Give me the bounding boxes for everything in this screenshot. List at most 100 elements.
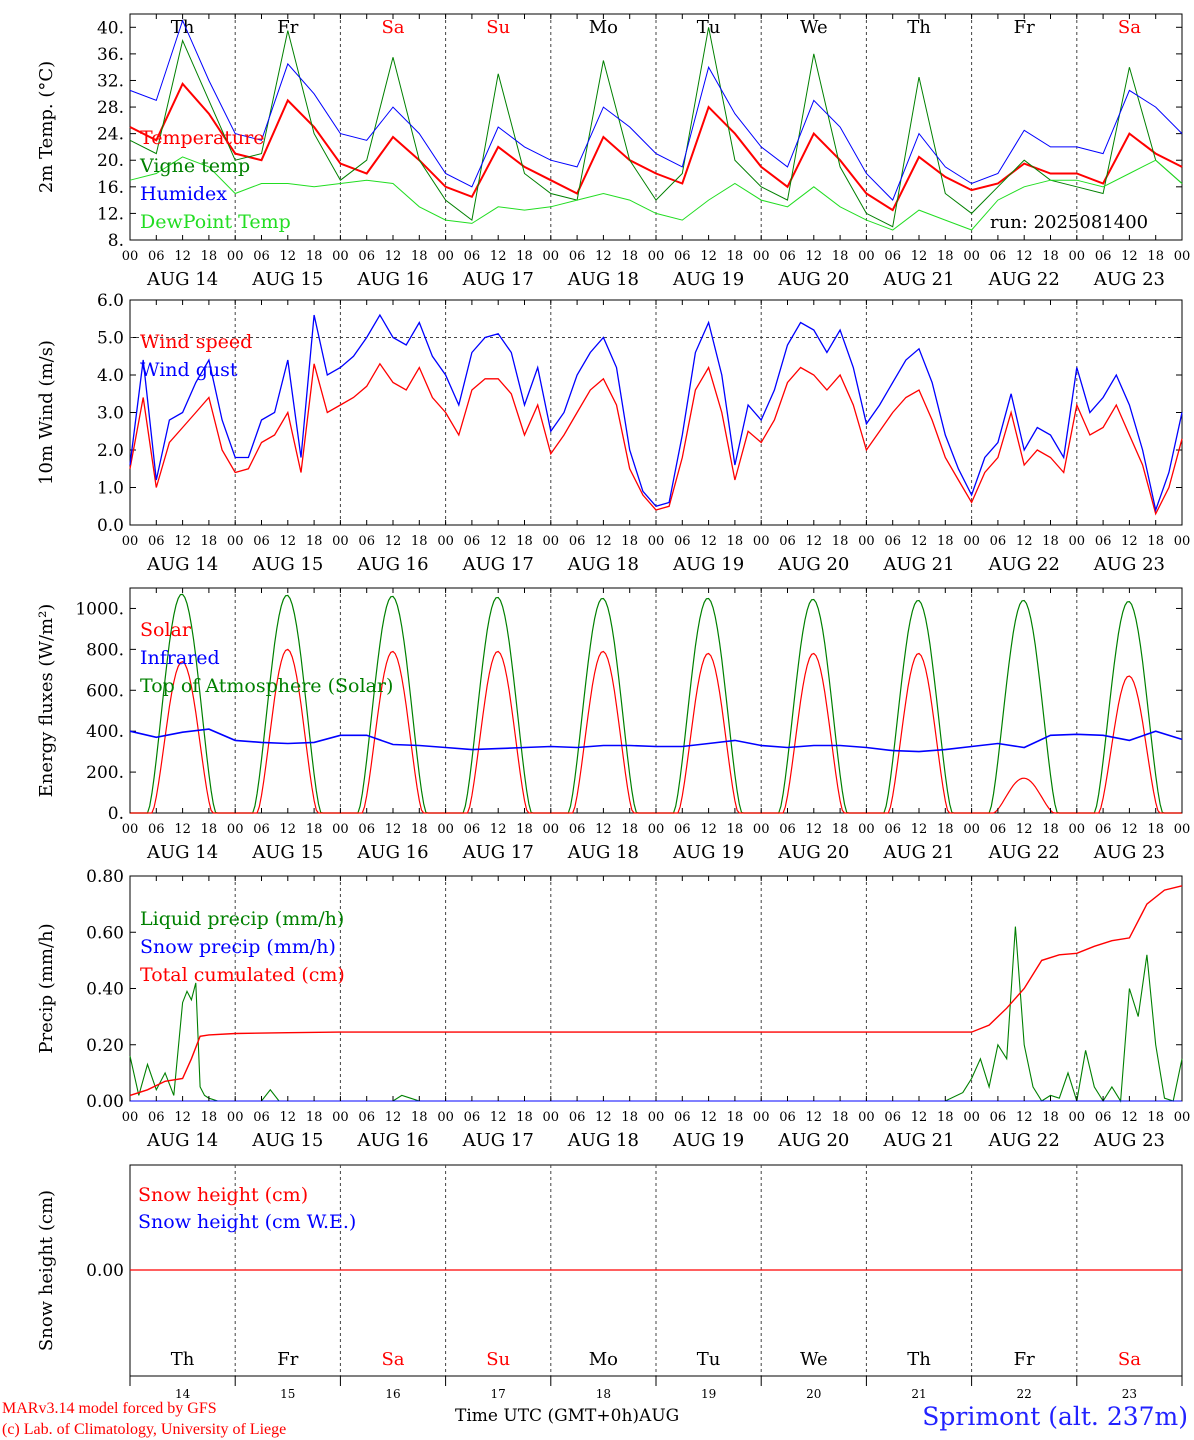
hour-tick-label: 00	[332, 534, 349, 549]
hour-tick-label: 18	[937, 822, 954, 837]
hour-tick-label: 18	[516, 249, 533, 264]
hour-tick-label: 00	[753, 534, 770, 549]
hour-tick-label: 00	[122, 822, 139, 837]
y-tick-label: 12.	[97, 204, 124, 224]
hour-tick-label: 12	[280, 1110, 297, 1125]
hour-tick-label: 12	[806, 534, 823, 549]
y-tick-label: 5.0	[97, 329, 124, 349]
date-label: AUG 20	[777, 554, 849, 575]
legend-temperature: Temperature	[140, 127, 264, 149]
hour-tick-label: 00	[648, 1110, 665, 1125]
hour-tick-label: 00	[1069, 1110, 1086, 1125]
hour-tick-label: 00	[332, 1110, 349, 1125]
hour-tick-label: 18	[306, 1110, 323, 1125]
date-label: AUG 17	[462, 269, 534, 290]
hour-tick-label: 18	[1042, 822, 1059, 837]
hour-tick-label: 06	[464, 822, 481, 837]
date-label: AUG 15	[251, 269, 323, 290]
date-label: AUG 19	[672, 269, 744, 290]
hour-tick-label: 18	[306, 534, 323, 549]
date-label: AUG 17	[462, 554, 534, 575]
y-axis-label: 10m Wind (m/s)	[36, 340, 57, 485]
hour-tick-label: 00	[122, 249, 139, 264]
y-tick-label: 0.40	[86, 980, 124, 1000]
hour-tick-label: 00	[858, 534, 875, 549]
day-number-label: 14	[175, 1387, 191, 1401]
station-title: Sprimont (alt. 237m)	[922, 1402, 1188, 1431]
hour-tick-label: 00	[122, 1110, 139, 1125]
hour-tick-label: 18	[201, 249, 218, 264]
day-number-label: 16	[385, 1387, 400, 1401]
hour-tick-label: 00	[963, 534, 980, 549]
hour-tick-label: 12	[595, 1110, 612, 1125]
hour-tick-label: 00	[858, 822, 875, 837]
hour-tick-label: 06	[1095, 534, 1112, 549]
y-tick-label: 2.0	[97, 441, 124, 461]
y-tick-label: 20.	[97, 151, 124, 171]
date-label: AUG 23	[1093, 842, 1165, 863]
hour-tick-label: 12	[280, 822, 297, 837]
hour-tick-label: 06	[358, 822, 375, 837]
hour-tick-label: 18	[411, 822, 428, 837]
series-humidex	[129, 19, 1183, 201]
date-label: AUG 14	[146, 554, 218, 575]
y-tick-label: 600.	[86, 681, 124, 701]
date-label: AUG 20	[777, 269, 849, 290]
day-number-label: 20	[806, 1387, 821, 1401]
hour-tick-label: 12	[1016, 822, 1033, 837]
weekday-label: Sa	[1118, 1349, 1141, 1370]
hour-tick-label: 06	[884, 822, 901, 837]
hour-tick-label: 18	[411, 249, 428, 264]
hour-tick-label: 12	[911, 822, 928, 837]
hour-tick-label: 06	[884, 1110, 901, 1125]
hour-tick-label: 18	[832, 1110, 849, 1125]
hour-tick-label: 06	[884, 249, 901, 264]
hour-tick-label: 18	[1147, 1110, 1164, 1125]
hour-tick-label: 18	[1042, 1110, 1059, 1125]
hour-tick-label: 18	[306, 249, 323, 264]
hour-tick-label: 18	[201, 1110, 218, 1125]
hour-tick-label: 12	[595, 534, 612, 549]
y-tick-label: 400.	[86, 722, 124, 742]
panel-2: 0.0 1.0 2.0 3.0 4.0 5.0 6.0 10m Wind (m/s) Wind …	[36, 291, 1190, 575]
hour-tick-label: 00	[437, 822, 454, 837]
day-number-label: 18	[596, 1387, 611, 1401]
hour-tick-label: 00	[963, 249, 980, 264]
y-tick-label: 28.	[97, 98, 124, 118]
y-tick-label: 0.80	[86, 867, 124, 887]
hour-tick-label: 00	[332, 249, 349, 264]
lab-credit-line: (c) Lab. of Climatology, University of L…	[2, 1421, 287, 1438]
weekday-label: Th	[907, 17, 931, 38]
date-label: AUG 19	[672, 842, 744, 863]
hour-tick-label: 12	[806, 249, 823, 264]
hour-tick-label: 12	[490, 822, 507, 837]
weekday-label: We	[800, 1349, 828, 1370]
model-credit-line: MARv3.14 model forced by GFS	[2, 1400, 217, 1417]
hour-tick-label: 06	[464, 534, 481, 549]
hour-tick-label: 18	[621, 249, 638, 264]
date-label: AUG 21	[882, 842, 954, 863]
series-dewpoint-temp	[129, 156, 1183, 231]
hour-tick-label: 12	[490, 534, 507, 549]
date-label: AUG 23	[1093, 1130, 1165, 1151]
hour-tick-label: 12	[595, 249, 612, 264]
hour-tick-label: 18	[621, 534, 638, 549]
legend-infrared: Infrared	[140, 647, 220, 669]
y-tick-label: 800.	[86, 640, 124, 660]
date-label: AUG 20	[777, 842, 849, 863]
date-label: AUG 18	[567, 842, 639, 863]
hour-tick-label: 18	[727, 822, 744, 837]
hour-tick-label: 06	[358, 534, 375, 549]
hour-tick-label: 12	[911, 1110, 928, 1125]
weekday-label: Sa	[381, 17, 404, 38]
hour-tick-label: 06	[674, 822, 691, 837]
hour-tick-label: 00	[858, 249, 875, 264]
hour-tick-label: 06	[1095, 249, 1112, 264]
hour-tick-label: 00	[1069, 249, 1086, 264]
hour-tick-label: 12	[385, 1110, 402, 1125]
legend-wind-gust: Wind gust	[140, 359, 238, 381]
legend-top-of-atmosphere-solar: Top of Atmosphere (Solar)	[140, 675, 393, 697]
hour-tick-label: 06	[253, 249, 270, 264]
hour-tick-label: 00	[963, 822, 980, 837]
weekday-label: Fr	[277, 1349, 298, 1370]
